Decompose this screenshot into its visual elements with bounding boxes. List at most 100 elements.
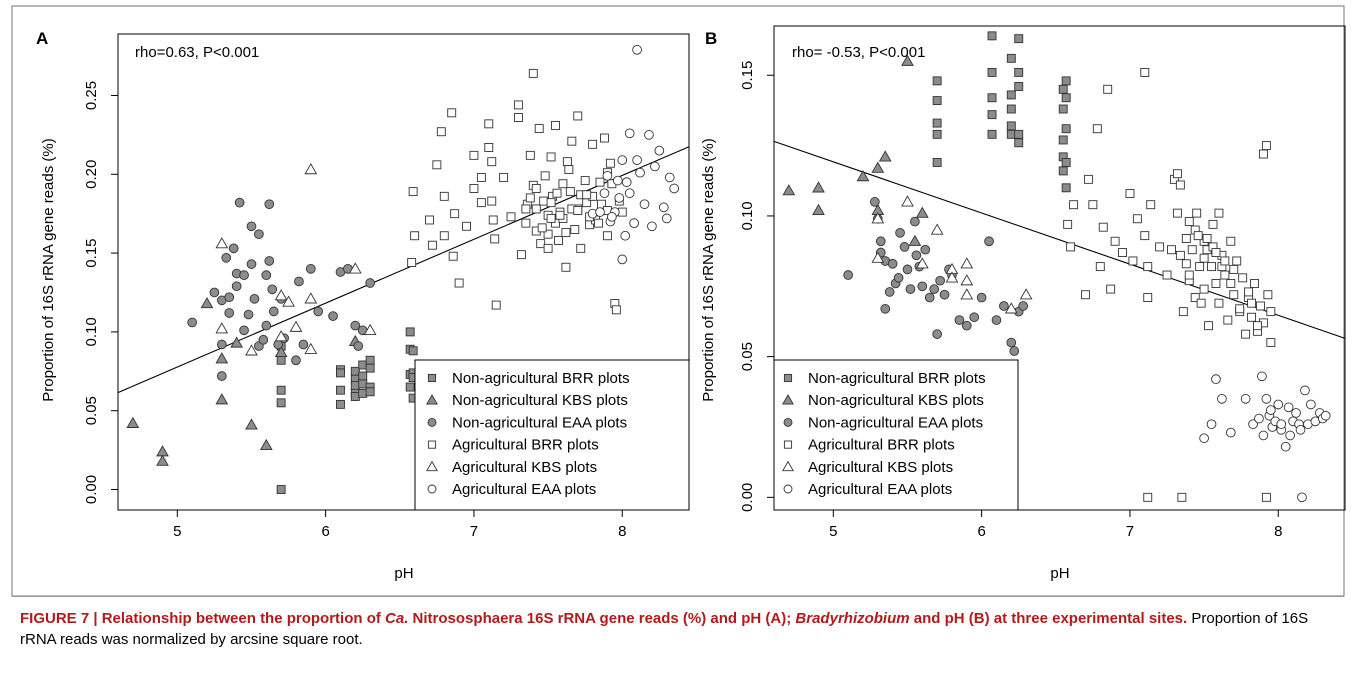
data-point — [350, 381, 360, 390]
data-point — [1257, 371, 1267, 382]
data-point — [1280, 441, 1291, 452]
data-point — [230, 336, 244, 348]
data-point — [1061, 124, 1071, 134]
data-point — [1018, 301, 1029, 311]
data-point — [436, 127, 446, 137]
data-point — [1066, 242, 1076, 252]
legend-entry: Agricultural EAA plots — [808, 481, 952, 498]
data-point — [1095, 262, 1105, 272]
data-point — [365, 387, 375, 397]
data-point — [450, 209, 460, 219]
data-point — [875, 236, 886, 247]
data-point — [304, 163, 318, 175]
data-point — [582, 190, 592, 200]
y-tick-label: 0.05 — [83, 396, 100, 425]
data-point — [427, 240, 437, 250]
data-point — [1229, 264, 1239, 274]
data-point — [156, 445, 169, 457]
data-point — [365, 363, 375, 373]
data-point — [932, 329, 942, 339]
data-point — [1225, 427, 1236, 438]
data-point — [573, 111, 583, 121]
legend-entry: Non-agricultural KBS plots — [452, 392, 628, 409]
data-point — [234, 197, 245, 208]
data-point — [935, 275, 945, 286]
data-point — [363, 323, 377, 335]
data-point — [1088, 200, 1098, 210]
data-point — [537, 223, 547, 233]
data-point — [782, 184, 796, 196]
data-point — [215, 393, 229, 405]
data-point — [812, 203, 825, 215]
data-point — [540, 171, 550, 181]
data-point — [1006, 129, 1016, 139]
data-point — [239, 270, 249, 281]
data-point — [1258, 430, 1269, 441]
data-point — [1175, 180, 1185, 190]
y-tick-label: 0.20 — [83, 160, 100, 189]
data-point — [258, 334, 269, 345]
data-point — [487, 157, 497, 167]
data-point — [274, 345, 288, 358]
data-point — [1297, 492, 1307, 503]
data-point — [1019, 288, 1033, 300]
data-point — [1250, 279, 1259, 288]
data-point — [245, 344, 258, 356]
data-point — [562, 157, 572, 167]
panel-a-legend: Non-agricultural BRR plots Non-agricultur… — [414, 359, 690, 511]
data-point — [1254, 413, 1264, 424]
data-point — [987, 93, 997, 103]
data-point — [812, 181, 825, 193]
regression-line — [117, 146, 690, 394]
data-point — [1261, 393, 1272, 404]
data-point — [513, 100, 523, 110]
data-point — [1098, 222, 1108, 232]
data-point — [221, 252, 232, 263]
data-point — [1128, 256, 1138, 266]
data-point — [612, 175, 623, 186]
legend-marker — [783, 484, 793, 494]
legend-marker — [427, 484, 437, 494]
caption-title-part: Bradyrhizobium — [795, 610, 910, 627]
legend-marker — [427, 440, 437, 449]
panel-b-xlabel: pH — [1050, 565, 1069, 582]
data-point — [336, 368, 345, 378]
y-tick-label: 0.10 — [83, 317, 100, 346]
data-point — [231, 281, 242, 292]
data-point — [291, 355, 301, 366]
data-point — [554, 236, 563, 245]
legend-entry: Agricultural EAA plots — [452, 481, 596, 498]
data-point — [1181, 259, 1191, 269]
data-point — [1226, 236, 1236, 246]
data-point — [432, 160, 442, 170]
data-point — [1285, 430, 1295, 441]
data-point — [1006, 90, 1016, 100]
panel-b-ylabel: Proportion of 16S rRNA gene reads (%) — [700, 138, 717, 401]
legend-marker — [427, 417, 437, 427]
data-point — [920, 244, 931, 255]
data-point — [328, 311, 338, 321]
data-point — [1172, 169, 1182, 179]
data-point — [350, 392, 360, 401]
data-point — [1058, 84, 1068, 94]
data-point — [1063, 219, 1073, 229]
data-point — [365, 355, 375, 365]
y-tick-label: 0.00 — [739, 483, 756, 512]
data-point — [1092, 124, 1102, 134]
data-point — [1206, 419, 1217, 430]
data-point — [521, 218, 531, 228]
data-point — [1061, 93, 1071, 103]
data-point — [491, 300, 501, 310]
data-point — [1273, 399, 1284, 410]
data-point — [871, 161, 885, 173]
data-point — [908, 234, 922, 246]
data-point — [1256, 301, 1265, 311]
data-point — [243, 309, 254, 320]
legend-marker — [426, 394, 438, 405]
data-point — [1232, 256, 1242, 266]
data-point — [358, 388, 368, 398]
figure-caption: FIGURE 7 | Relationship between the prop… — [20, 608, 1340, 650]
data-point — [156, 454, 169, 466]
data-point — [1192, 208, 1202, 218]
data-point — [614, 193, 625, 203]
